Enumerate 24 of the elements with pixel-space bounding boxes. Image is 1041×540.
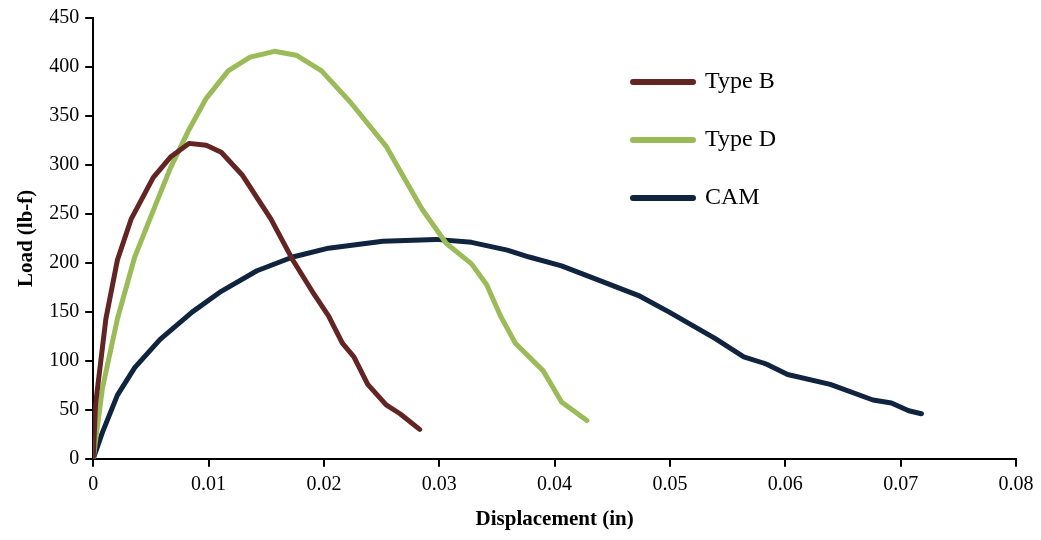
legend-label: CAM (705, 183, 760, 210)
y-tick-label: 200 (49, 250, 80, 273)
y-tick-label: 450 (49, 5, 80, 28)
x-tick-label: 0 (88, 472, 99, 495)
x-tick-label: 0.04 (537, 472, 573, 495)
y-tick-label: 150 (49, 299, 80, 322)
x-tick-label: 0.08 (998, 472, 1034, 495)
y-axis-title: Load (lb-f) (13, 189, 38, 288)
y-tick-label: 250 (49, 201, 80, 224)
y-tick-label: 0 (69, 446, 80, 469)
y-tick-label: 300 (49, 152, 80, 175)
y-tick-label: 50 (59, 397, 80, 420)
y-tick-label: 400 (49, 54, 80, 77)
x-tick-label: 0.03 (421, 472, 457, 495)
legend-label: Type D (705, 125, 776, 152)
y-tick-label: 350 (49, 103, 80, 126)
x-tick-label: 0.07 (883, 472, 919, 495)
x-tick-label: 0.01 (191, 472, 227, 495)
x-tick-label: 0.02 (306, 472, 342, 495)
x-tick-label: 0.06 (767, 472, 803, 495)
y-tick-label: 100 (49, 348, 80, 371)
x-axis-title: Displacement (in) (475, 505, 634, 530)
legend-label: Type B (705, 67, 775, 94)
x-tick-label: 0.05 (652, 472, 688, 495)
